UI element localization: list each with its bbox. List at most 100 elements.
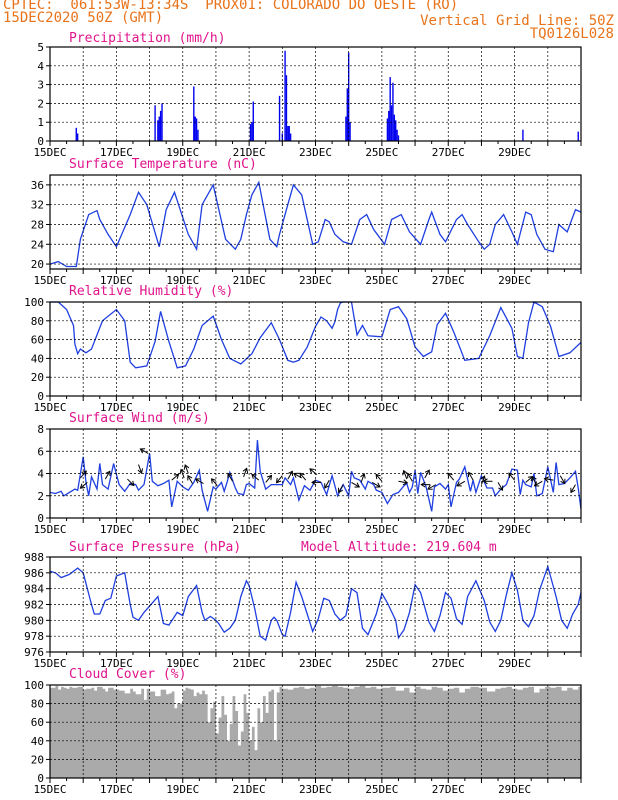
- wind-arrow: [420, 481, 431, 488]
- wind-arrow-shaft: [424, 469, 430, 479]
- y-tick-label: 40: [31, 735, 44, 748]
- wind-arrow: [402, 469, 408, 480]
- wind-arrow-head: [480, 475, 486, 481]
- wind-arrow-head: [424, 469, 430, 475]
- y-tick-label: 6: [37, 445, 44, 458]
- panel-title: Cloud Cover (%): [69, 667, 186, 682]
- wind-arrow-shaft: [544, 478, 554, 481]
- wind-arrow: [559, 475, 566, 485]
- y-tick-label: 982: [24, 599, 44, 612]
- x-tick-label: 17DEC: [100, 401, 133, 414]
- wind-arrow: [533, 480, 543, 487]
- y-tick-label: 32: [31, 199, 44, 212]
- wind-arrow-head: [275, 477, 282, 484]
- wind-arrow-head: [137, 468, 144, 474]
- wind-arrow-head: [533, 481, 540, 487]
- wind-arrow-head: [194, 478, 201, 484]
- y-tick-label: 4: [37, 60, 44, 73]
- precip-bar: [195, 118, 198, 141]
- wind-arrow-head: [420, 481, 426, 488]
- wind-arrow-shaft: [559, 475, 566, 484]
- x-tick-label: 27DEC: [432, 146, 465, 159]
- precip-bar: [284, 50, 286, 142]
- wind-arrow: [210, 478, 218, 487]
- wind-arrow-shaft: [211, 478, 218, 487]
- x-tick-label: 15DEC: [33, 523, 66, 536]
- x-tick-label: 29DEC: [498, 274, 531, 287]
- wind-arrow-shaft: [299, 472, 307, 481]
- x-tick-label: 17DEC: [100, 146, 133, 159]
- wind-arrow-head: [402, 479, 409, 486]
- x-tick-label: 17DEC: [100, 523, 133, 536]
- y-tick-label: 100: [24, 679, 44, 692]
- precip-bar: [388, 110, 390, 141]
- wind-arrow: [351, 481, 361, 488]
- x-tick-label: 21DEC: [233, 523, 266, 536]
- header-date: 15DEC2020 50Z (GMT): [3, 10, 164, 26]
- x-tick-label: 19DEC: [166, 657, 199, 670]
- wind-arrow-shaft: [570, 484, 576, 493]
- precip-bar: [278, 95, 281, 141]
- x-tick-label: 27DEC: [432, 401, 465, 414]
- y-tick-label: 0: [37, 135, 44, 148]
- x-tick-label: 25DEC: [365, 146, 398, 159]
- x-tick-label: 29DEC: [498, 146, 531, 159]
- wind-arrow-head: [467, 471, 474, 478]
- wind-arrow-shaft: [338, 484, 344, 493]
- header-station: CPTEC: 061:53W-13:34S PROX01: COLORADO D…: [3, 0, 459, 13]
- wind-arrow-head: [482, 478, 488, 485]
- wind-arrow: [480, 475, 486, 485]
- precip-bar: [193, 86, 195, 141]
- x-tick-label: 17DEC: [100, 783, 133, 796]
- y-tick-label: 2: [37, 490, 44, 503]
- precip-bar: [197, 129, 199, 141]
- wind-arrow-head: [498, 485, 504, 492]
- wind-arrow-head: [210, 478, 217, 484]
- y-tick-label: 24: [31, 238, 45, 251]
- x-tick-label: 15DEC: [33, 657, 66, 670]
- wind-arrow-shaft: [534, 480, 543, 487]
- wind-arrow-head: [242, 467, 249, 474]
- y-tick-label: 8: [37, 423, 44, 436]
- wind-arrow-head: [360, 473, 366, 479]
- x-tick-label: 21DEC: [233, 783, 266, 796]
- wind-arrow-shaft: [456, 480, 466, 487]
- wind-arrow-head: [427, 484, 433, 490]
- x-tick-label: 19DEC: [166, 401, 199, 414]
- precip-bar: [159, 110, 162, 141]
- wind-arrow-head: [309, 468, 315, 474]
- precip-bar: [289, 133, 292, 141]
- y-tick-label: 0: [37, 772, 44, 785]
- x-tick-label: 23DEC: [299, 401, 332, 414]
- x-tick-label: 15DEC: [33, 146, 66, 159]
- precip-bar: [288, 125, 290, 141]
- wind-arrow-shaft: [447, 472, 455, 481]
- precip-bar: [397, 135, 400, 141]
- panel-frame: [49, 46, 582, 142]
- y-tick-label: 2: [37, 97, 44, 110]
- y-tick-label: 3: [37, 79, 44, 92]
- precip-bar: [285, 75, 288, 141]
- y-tick-label: 60: [31, 334, 44, 347]
- wind-arrow-shaft: [80, 482, 88, 489]
- wind-arrow-head: [79, 483, 86, 489]
- wind-arrow-head: [227, 472, 233, 479]
- wind-arrow-head: [531, 476, 537, 482]
- precip-bar: [390, 105, 393, 141]
- wind-arrow: [194, 478, 204, 484]
- wind-arrow: [482, 478, 493, 485]
- wind-arrow-shaft: [184, 464, 189, 474]
- wind-arrow: [570, 484, 576, 494]
- precip-bar: [396, 129, 398, 141]
- wind-arrow-head: [183, 464, 190, 470]
- wind-arrow: [265, 474, 273, 483]
- panel-3: Relative Humidity (%) 0 20 40 60 80 100 15DEC 17…: [24, 284, 582, 414]
- y-tick-label: 80: [31, 698, 44, 711]
- precip-bar: [251, 122, 253, 141]
- wind-arrow-shaft: [324, 479, 330, 489]
- y-tick-label: 4: [37, 468, 44, 481]
- x-tick-label: 19DEC: [166, 146, 199, 159]
- precip-bar: [349, 122, 351, 141]
- wind-arrow-shaft: [403, 470, 408, 480]
- precip-bar: [154, 105, 156, 141]
